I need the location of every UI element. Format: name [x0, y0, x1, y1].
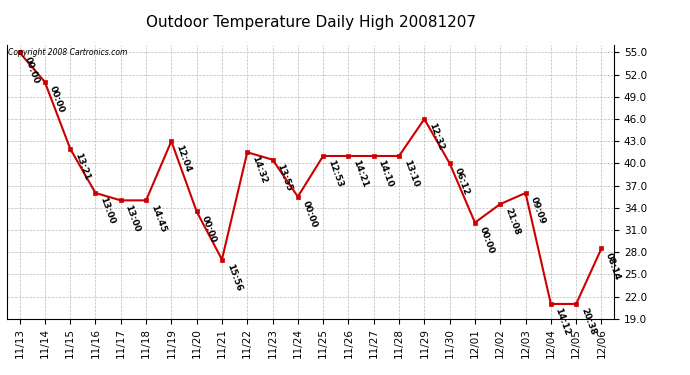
- Text: Outdoor Temperature Daily High 20081207: Outdoor Temperature Daily High 20081207: [146, 15, 475, 30]
- Text: 13:10: 13:10: [402, 159, 420, 189]
- Text: 13:00: 13:00: [124, 203, 141, 233]
- Text: 20:38: 20:38: [579, 307, 597, 337]
- Text: 12:32: 12:32: [427, 122, 445, 152]
- Text: 14:21: 14:21: [351, 159, 370, 189]
- Text: 14:45: 14:45: [149, 203, 167, 233]
- Text: 21:08: 21:08: [503, 207, 521, 237]
- Text: 14:12: 14:12: [553, 307, 572, 337]
- Text: 14:10: 14:10: [377, 159, 395, 189]
- Text: 13:55: 13:55: [275, 162, 293, 192]
- Text: 00:00: 00:00: [22, 55, 41, 85]
- Text: 09:09: 09:09: [529, 196, 546, 226]
- Text: 12:04: 12:04: [174, 144, 193, 174]
- Text: 13:21: 13:21: [73, 152, 91, 182]
- Text: 12:53: 12:53: [326, 159, 344, 189]
- Text: 00:00: 00:00: [48, 85, 66, 114]
- Text: 06:12: 06:12: [453, 166, 471, 196]
- Text: Copyright 2008 Cartronics.com: Copyright 2008 Cartronics.com: [8, 48, 128, 57]
- Text: 15:56: 15:56: [225, 262, 243, 292]
- Text: 00:00: 00:00: [301, 200, 319, 229]
- Text: 08:14: 08:14: [604, 251, 622, 281]
- Text: 14:32: 14:32: [250, 155, 268, 185]
- Text: 13:00: 13:00: [98, 196, 117, 225]
- Text: 00:00: 00:00: [199, 214, 217, 244]
- Text: 00:00: 00:00: [477, 225, 496, 255]
